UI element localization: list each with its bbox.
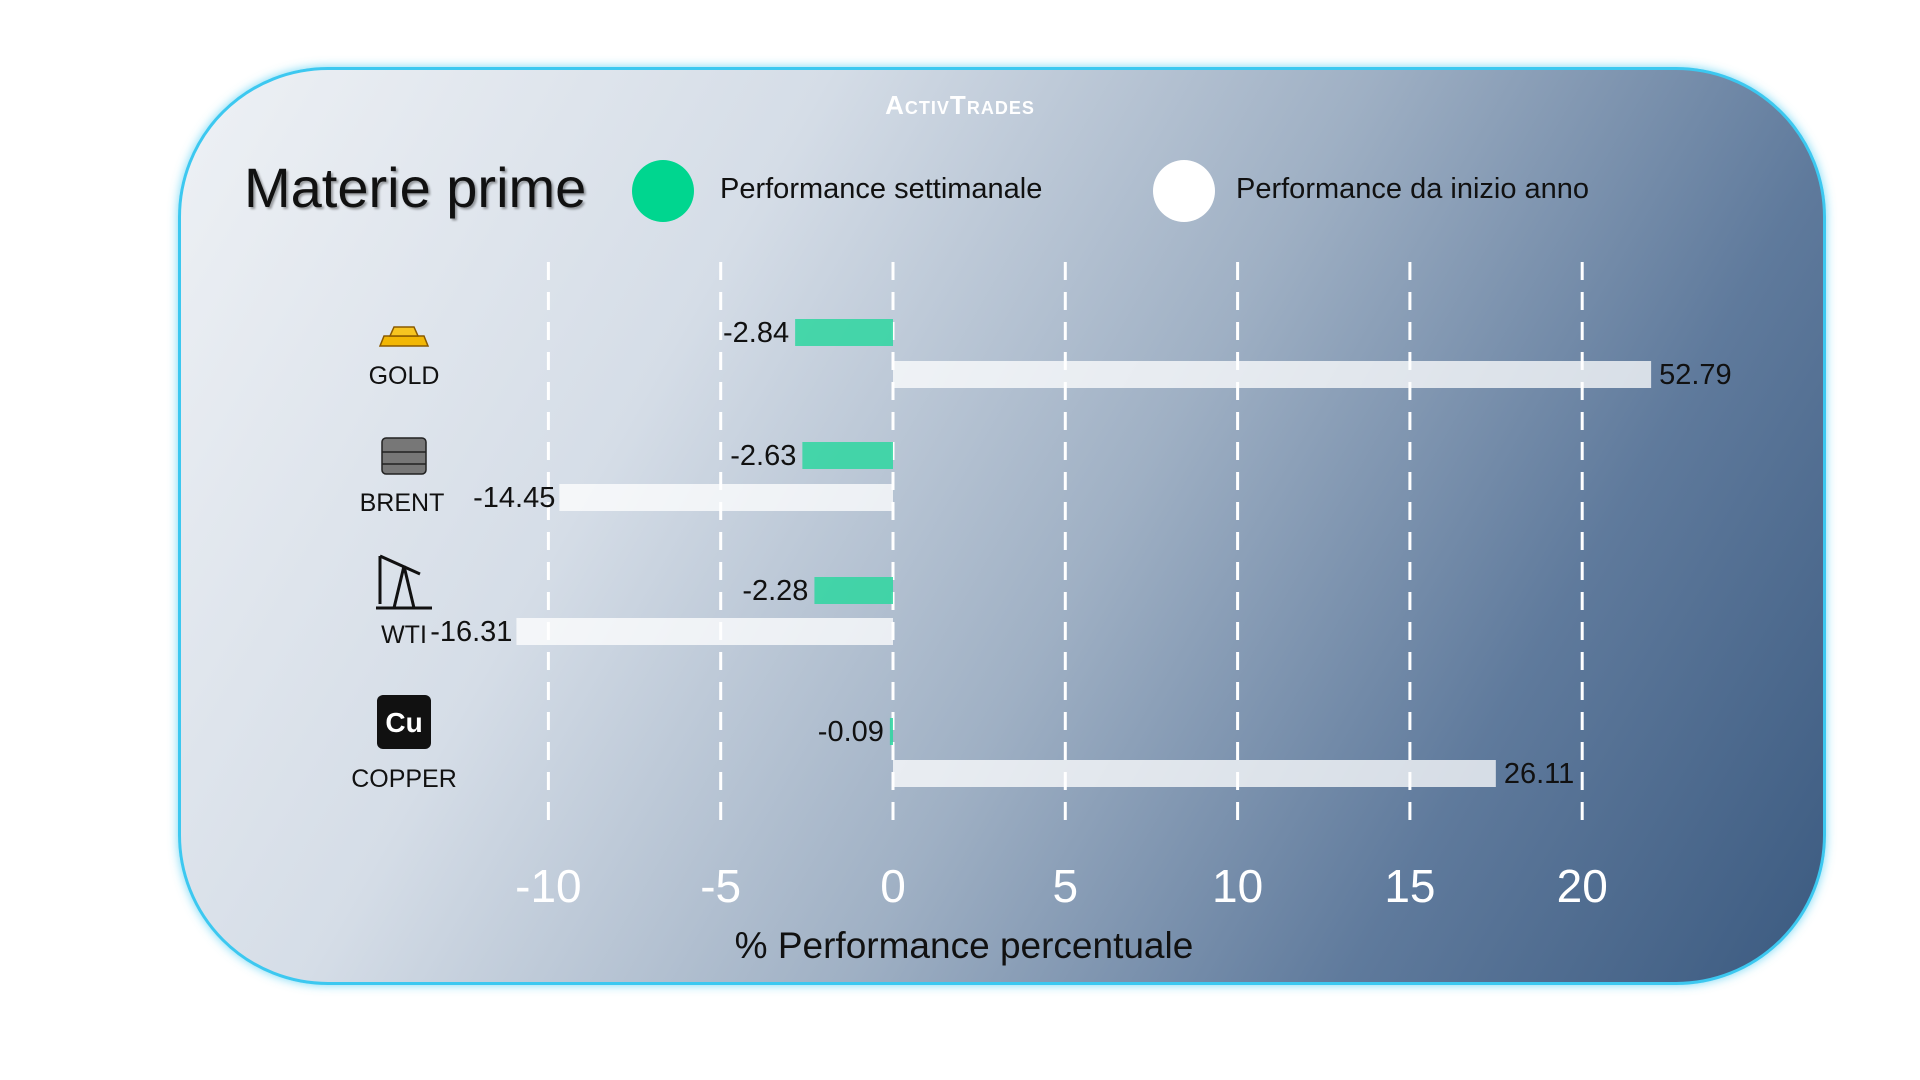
x-tick-label: -5 [700,860,741,912]
weekly-data-label: -2.63 [730,440,796,472]
category-label-copper: COPPER [351,765,457,793]
ytd-data-label: 52.79 [1659,359,1732,391]
weekly-data-label: -0.09 [818,716,884,748]
ytd-bar [893,361,1652,388]
oil-barrels-icon [381,437,427,475]
chart-title: Materie prime [244,156,587,219]
weekly-bar [795,319,893,346]
svg-text:Cu: Cu [385,707,422,738]
weekly-bar [889,718,893,745]
gold-bars-icon [378,326,430,347]
weekly-data-label: -2.28 [742,575,808,607]
ytd-bar [516,618,893,645]
chart-card [178,67,1826,985]
category-label-brent: BRENT [360,489,445,517]
legend-weekly-marker [632,160,694,222]
x-tick-label: 10 [1212,860,1263,912]
x-tick-label: -10 [515,860,581,912]
oil-pump-jack-icon [376,554,432,610]
ytd-data-label: 26.11 [1504,758,1574,790]
weekly-bar [814,577,893,604]
category-label-wti: WTI [381,621,427,649]
x-axis-label: % Performance percentuale [735,925,1194,966]
activtrades-logo: ActivTrades [885,90,1035,120]
x-tick-label: 5 [1053,860,1079,912]
legend-ytd-label: Performance da inizio anno [1236,173,1590,205]
category-label-gold: GOLD [369,362,440,390]
ytd-bar [893,760,1496,787]
weekly-bar [802,442,893,469]
ytd-data-label: -14.45 [473,482,555,514]
x-tick-label: 0 [880,860,906,912]
x-tick-label: 20 [1557,860,1608,912]
legend-weekly-label: Performance settimanale [720,173,1043,205]
legend-ytd-marker [1153,160,1215,222]
x-tick-label: 15 [1384,860,1435,912]
ytd-bar [559,484,893,511]
ytd-data-label: -16.31 [430,616,512,648]
copper-element-icon: Cu [377,695,431,749]
weekly-data-label: -2.84 [723,317,789,349]
